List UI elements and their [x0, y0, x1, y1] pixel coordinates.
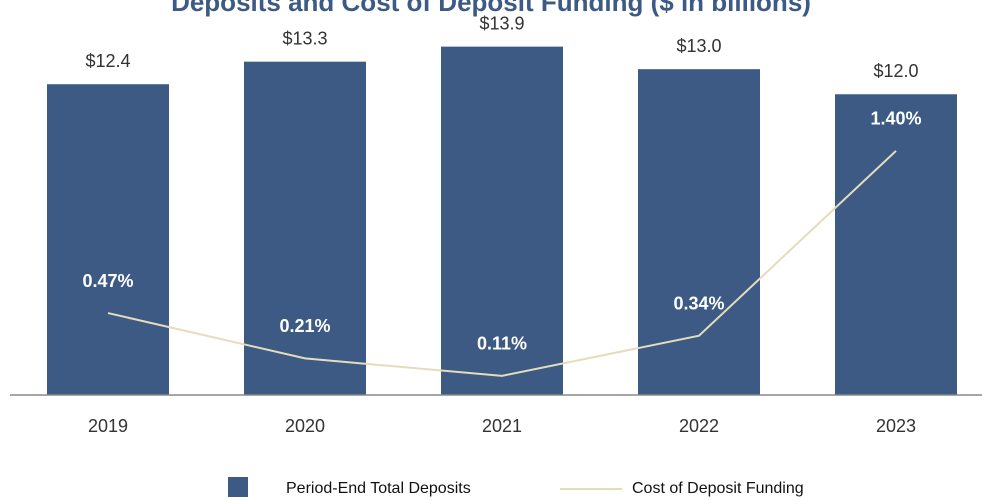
- line-value-label: 0.34%: [673, 293, 724, 313]
- legend-label: Cost of Deposit Funding: [632, 480, 804, 497]
- bar: [441, 46, 563, 395]
- x-tick-label: 2021: [482, 416, 522, 436]
- legend-swatch: [228, 477, 248, 497]
- bar: [638, 69, 760, 395]
- line-value-label: 0.47%: [82, 271, 133, 291]
- bar: [47, 84, 169, 395]
- bar-value-label: $13.3: [282, 28, 327, 48]
- chart-title: Deposits and Cost of Deposit Funding ($ …: [171, 0, 811, 17]
- bar-value-label: $13.9: [479, 13, 524, 33]
- bar: [835, 94, 957, 395]
- line-series: [107, 150, 897, 377]
- bar-value-label: $12.4: [85, 51, 130, 71]
- bar: [244, 61, 366, 395]
- line-value-label: 0.11%: [477, 334, 527, 354]
- legend-label: Period-End Total Deposits: [286, 480, 471, 497]
- x-tick-label: 2019: [88, 416, 128, 436]
- line-value-label: 0.21%: [279, 316, 330, 336]
- line-value-label: 1.40%: [870, 109, 921, 129]
- bar-value-label: $13.0: [676, 36, 721, 56]
- x-tick-label: 2022: [679, 416, 719, 436]
- x-tick-label: 2020: [285, 416, 325, 436]
- x-tick-label: 2023: [876, 416, 916, 436]
- bar-value-label: $12.0: [873, 61, 918, 81]
